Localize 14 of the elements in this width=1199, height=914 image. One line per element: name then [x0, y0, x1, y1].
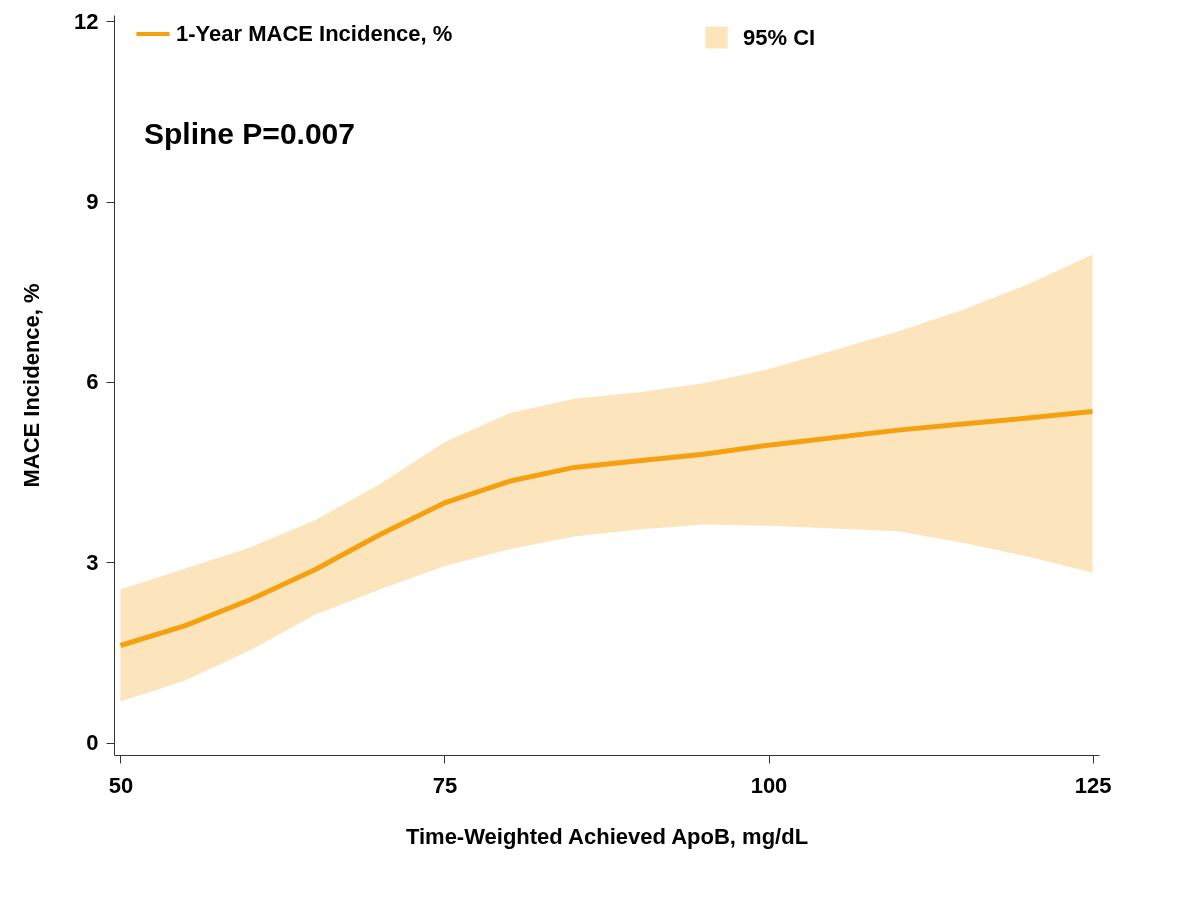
- annotation: Spline P=0.007: [144, 117, 355, 150]
- x-axis-title: Time-Weighted Achieved ApoB, mg/dL: [405, 823, 809, 849]
- y-tick-label: 6: [86, 369, 99, 395]
- x-tick-label: 75: [432, 772, 458, 798]
- annotation: 95% CI: [743, 24, 816, 50]
- y-tick-label: 9: [86, 189, 99, 214]
- x-tick-label: 50: [108, 772, 134, 798]
- y-axis-title: MACE Incidence, %: [19, 283, 45, 488]
- y-tick-label: 3: [86, 549, 99, 575]
- legend-label: 1-Year MACE Incidence, %: [176, 21, 453, 46]
- y-tick-label: 0: [86, 730, 99, 756]
- x-tick-label: 125: [1074, 772, 1112, 798]
- x-tick-label: 100: [750, 772, 788, 798]
- y-tick-label: 12: [74, 8, 99, 34]
